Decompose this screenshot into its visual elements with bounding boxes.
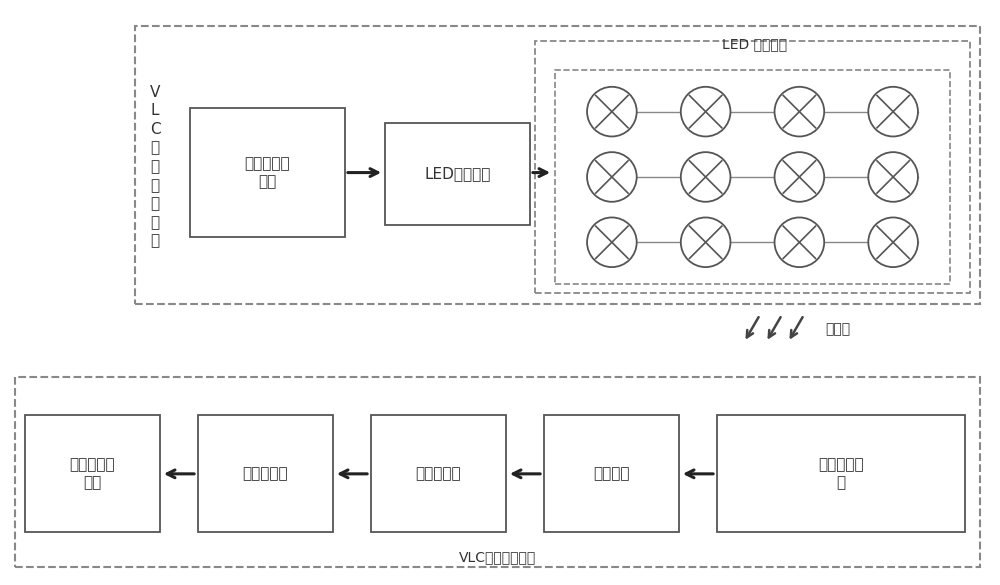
Text: 主放大电路: 主放大电路 [416,466,461,481]
Text: 第一微控器
电路: 第一微控器 电路 [245,156,290,189]
Ellipse shape [681,152,730,202]
Ellipse shape [868,152,918,202]
Text: 第二微控器
电路: 第二微控器 电路 [70,457,115,490]
Text: LED 光源阵列: LED 光源阵列 [722,37,788,51]
Ellipse shape [775,218,824,267]
Text: 滤波电路: 滤波电路 [593,466,630,481]
Ellipse shape [868,218,918,267]
Bar [555,70,950,284]
Bar [385,123,530,225]
Text: V
L
C
信
标
发
射
终
端: V L C 信 标 发 射 终 端 [150,85,160,249]
Bar [544,415,679,532]
Ellipse shape [587,87,637,136]
Bar [198,415,333,532]
Bar [135,26,980,304]
Bar [25,415,160,532]
Ellipse shape [775,152,824,202]
Text: VLC信标接收终端: VLC信标接收终端 [459,550,537,565]
Text: 比较器电路: 比较器电路 [243,466,288,481]
Ellipse shape [775,87,824,136]
Bar [15,377,980,567]
Ellipse shape [587,218,637,267]
Ellipse shape [587,152,637,202]
Bar [190,108,345,237]
Bar [535,41,970,292]
Bar [371,415,506,532]
Ellipse shape [681,87,730,136]
Text: LED驱动电路: LED驱动电路 [424,167,491,181]
Ellipse shape [681,218,730,267]
Text: 光传播: 光传播 [825,322,850,336]
Text: 光电转换电
路: 光电转换电 路 [818,457,864,490]
Ellipse shape [868,87,918,136]
Bar [717,415,965,532]
